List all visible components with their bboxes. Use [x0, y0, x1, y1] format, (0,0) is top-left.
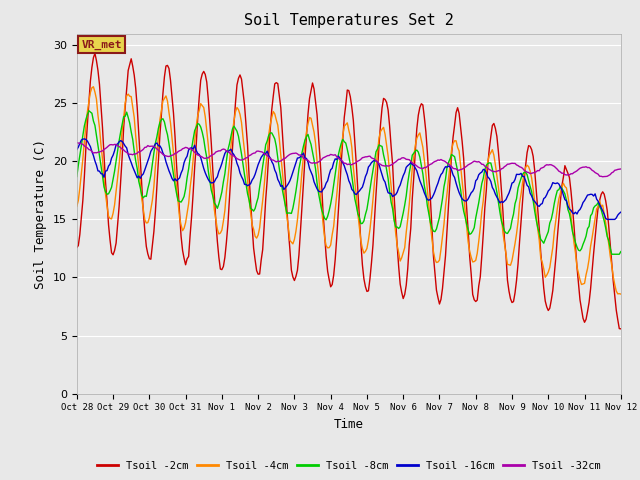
- Legend: Tsoil -2cm, Tsoil -4cm, Tsoil -8cm, Tsoil -16cm, Tsoil -32cm: Tsoil -2cm, Tsoil -4cm, Tsoil -8cm, Tsoi…: [93, 456, 605, 475]
- X-axis label: Time: Time: [334, 418, 364, 431]
- Y-axis label: Soil Temperature (C): Soil Temperature (C): [35, 139, 47, 288]
- Text: VR_met: VR_met: [81, 39, 122, 50]
- Title: Soil Temperatures Set 2: Soil Temperatures Set 2: [244, 13, 454, 28]
